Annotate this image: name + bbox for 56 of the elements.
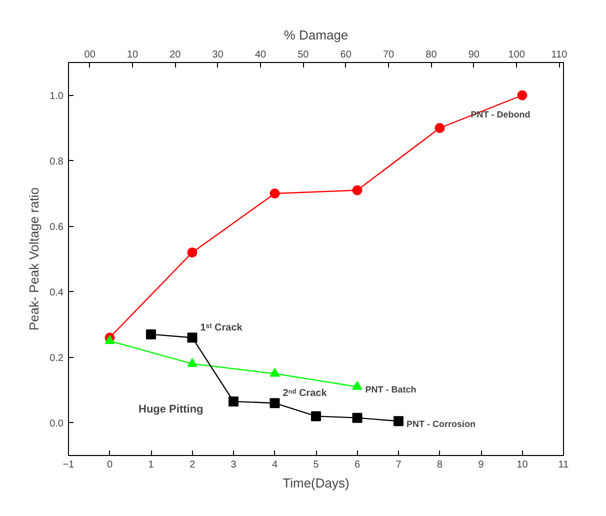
y-tick-label: 0.0	[50, 418, 64, 430]
x-tick-label: 0	[106, 460, 113, 470]
y-tick-label: 0.8	[50, 156, 64, 168]
point	[187, 358, 198, 367]
x2-tick-label: 20	[170, 50, 182, 60]
point	[228, 396, 238, 406]
x-tick-label: 4	[272, 460, 278, 470]
point	[517, 90, 528, 100]
x-tick-label: 7	[396, 460, 402, 470]
point	[270, 398, 280, 408]
x-tick-label: 10	[516, 460, 528, 470]
point	[352, 412, 362, 423]
point	[187, 332, 198, 343]
x-tick-label: 1	[148, 460, 154, 470]
x-tick-label: 6	[354, 460, 360, 470]
x-tick-label: 3	[230, 460, 237, 470]
x-tick-label: 11	[558, 460, 570, 470]
x2-tick-label: 50	[298, 50, 310, 60]
x-tick-label: 9	[478, 460, 484, 470]
x2-tick-label: 40	[254, 50, 267, 60]
y-tick-label: 1.0	[50, 90, 64, 102]
annotation: 1ˢᵗ Crack	[200, 322, 243, 334]
point	[311, 411, 321, 422]
series-label: PNT - Debond	[470, 109, 530, 120]
y-tick-label: 0.4	[50, 287, 64, 298]
series-label: PNT - Batch	[365, 384, 416, 395]
x2-tick-label: 110	[551, 50, 568, 60]
x2-tick-label: 60	[340, 50, 352, 60]
point	[352, 185, 362, 196]
x2-tick-label: 80	[426, 50, 438, 60]
x-tick-label: 5	[313, 460, 320, 470]
x-tick-label: −1	[62, 460, 75, 470]
point	[104, 335, 115, 344]
point	[187, 247, 198, 258]
x2-tick-label: 30	[212, 50, 224, 60]
y-axis-title: Peak- Peak Voltage ratio	[26, 187, 42, 331]
series-label: PNT - Corrosion	[406, 419, 476, 430]
point	[146, 329, 156, 340]
x-tick-label: 8	[436, 460, 443, 470]
x2-tick-label: 00	[84, 50, 96, 60]
annotation: Huge Pitting	[138, 404, 204, 416]
point	[352, 381, 362, 390]
x-tick-label: 2	[189, 460, 196, 470]
x2-axis-title: % Damage	[284, 28, 348, 42]
x-axis-title: Time(Days)	[282, 476, 350, 490]
point	[270, 368, 280, 377]
x2-tick-label: 10	[126, 50, 139, 60]
annotation: 2ⁿᵈ Crack	[282, 388, 328, 400]
y-tick-label: 0.2	[50, 352, 64, 364]
y-tick-label: 0.6	[50, 222, 64, 233]
point	[394, 416, 404, 426]
point	[434, 123, 445, 133]
x2-tick-label: 90	[468, 50, 480, 60]
point	[270, 188, 280, 198]
x2-tick-label: 70	[382, 50, 395, 60]
x2-tick-label: 100	[508, 50, 526, 60]
